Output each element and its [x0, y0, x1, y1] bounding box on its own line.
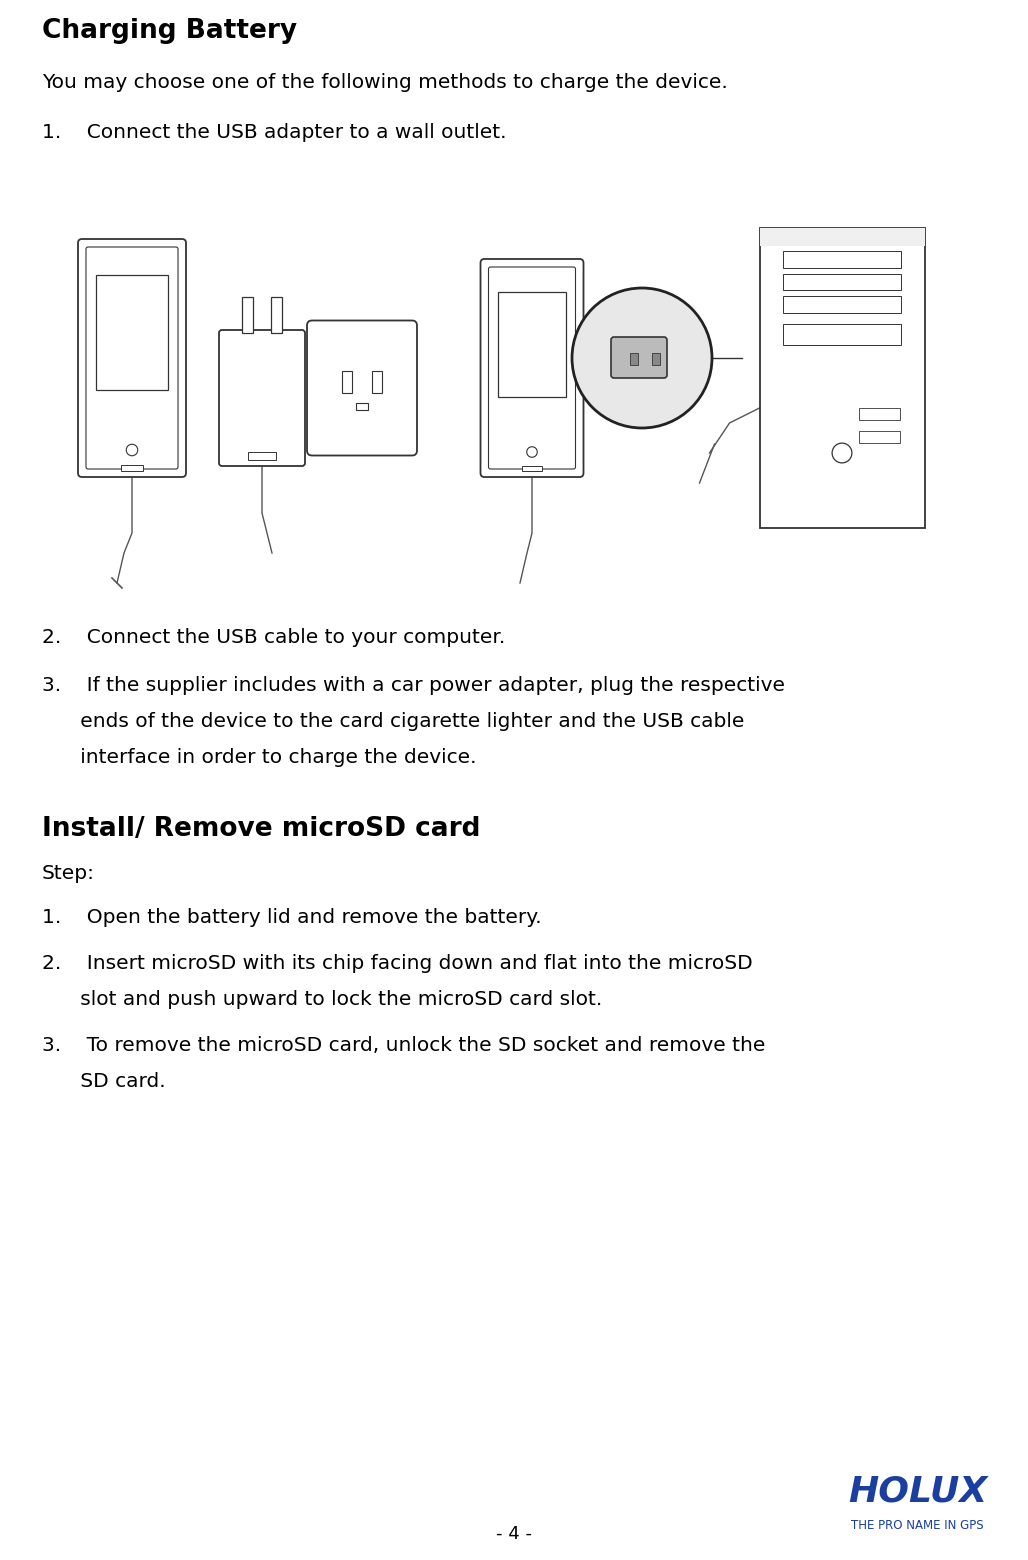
Circle shape: [526, 446, 538, 457]
Bar: [630, 353, 638, 365]
FancyBboxPatch shape: [86, 246, 178, 470]
Bar: [96, 275, 168, 390]
Text: Charging Battery: Charging Battery: [42, 19, 297, 44]
Bar: [782, 323, 902, 345]
FancyBboxPatch shape: [78, 239, 186, 477]
FancyBboxPatch shape: [488, 267, 576, 470]
Text: 3.    To remove the microSD card, unlock the SD socket and remove the: 3. To remove the microSD card, unlock th…: [42, 1036, 766, 1055]
Bar: [521, 466, 543, 471]
Circle shape: [126, 445, 138, 456]
Bar: [356, 402, 368, 410]
Text: - 4 -: - 4 -: [495, 1526, 533, 1543]
Bar: [498, 292, 566, 398]
Text: 2.    Connect the USB cable to your computer.: 2. Connect the USB cable to your compute…: [42, 629, 505, 647]
Bar: [243, 296, 253, 332]
Bar: [782, 273, 902, 290]
Text: interface in order to charge the device.: interface in order to charge the device.: [42, 747, 477, 768]
Text: THE PRO NAME IN GPS: THE PRO NAME IN GPS: [851, 1519, 984, 1532]
Bar: [760, 228, 924, 527]
Text: You may choose one of the following methods to charge the device.: You may choose one of the following meth…: [42, 73, 728, 92]
Text: Install/ Remove microSD card: Install/ Remove microSD card: [42, 816, 480, 842]
Bar: [652, 353, 660, 365]
FancyBboxPatch shape: [611, 337, 667, 378]
Bar: [760, 228, 924, 246]
Bar: [271, 296, 282, 332]
Bar: [782, 296, 902, 312]
FancyBboxPatch shape: [480, 259, 584, 477]
Circle shape: [832, 443, 852, 463]
Bar: [372, 371, 382, 393]
Circle shape: [572, 289, 712, 427]
Text: 1.    Open the battery lid and remove the battery.: 1. Open the battery lid and remove the b…: [42, 908, 542, 927]
Bar: [858, 409, 900, 420]
Bar: [858, 431, 900, 443]
FancyBboxPatch shape: [307, 320, 417, 456]
Text: HOLUX: HOLUX: [848, 1476, 987, 1509]
FancyBboxPatch shape: [219, 331, 305, 466]
Bar: [782, 251, 902, 267]
Text: SD card.: SD card.: [42, 1072, 166, 1090]
Text: slot and push upward to lock the microSD card slot.: slot and push upward to lock the microSD…: [42, 991, 602, 1009]
Bar: [121, 465, 143, 471]
Text: 2.    Insert microSD with its chip facing down and flat into the microSD: 2. Insert microSD with its chip facing d…: [42, 955, 752, 973]
Bar: [248, 452, 276, 460]
Text: 3.    If the supplier includes with a car power adapter, plug the respective: 3. If the supplier includes with a car p…: [42, 675, 785, 696]
Text: Step:: Step:: [42, 864, 95, 883]
Text: 1.    Connect the USB adapter to a wall outlet.: 1. Connect the USB adapter to a wall out…: [42, 123, 507, 142]
Text: ends of the device to the card cigarette lighter and the USB cable: ends of the device to the card cigarette…: [42, 711, 744, 732]
Bar: [342, 371, 352, 393]
